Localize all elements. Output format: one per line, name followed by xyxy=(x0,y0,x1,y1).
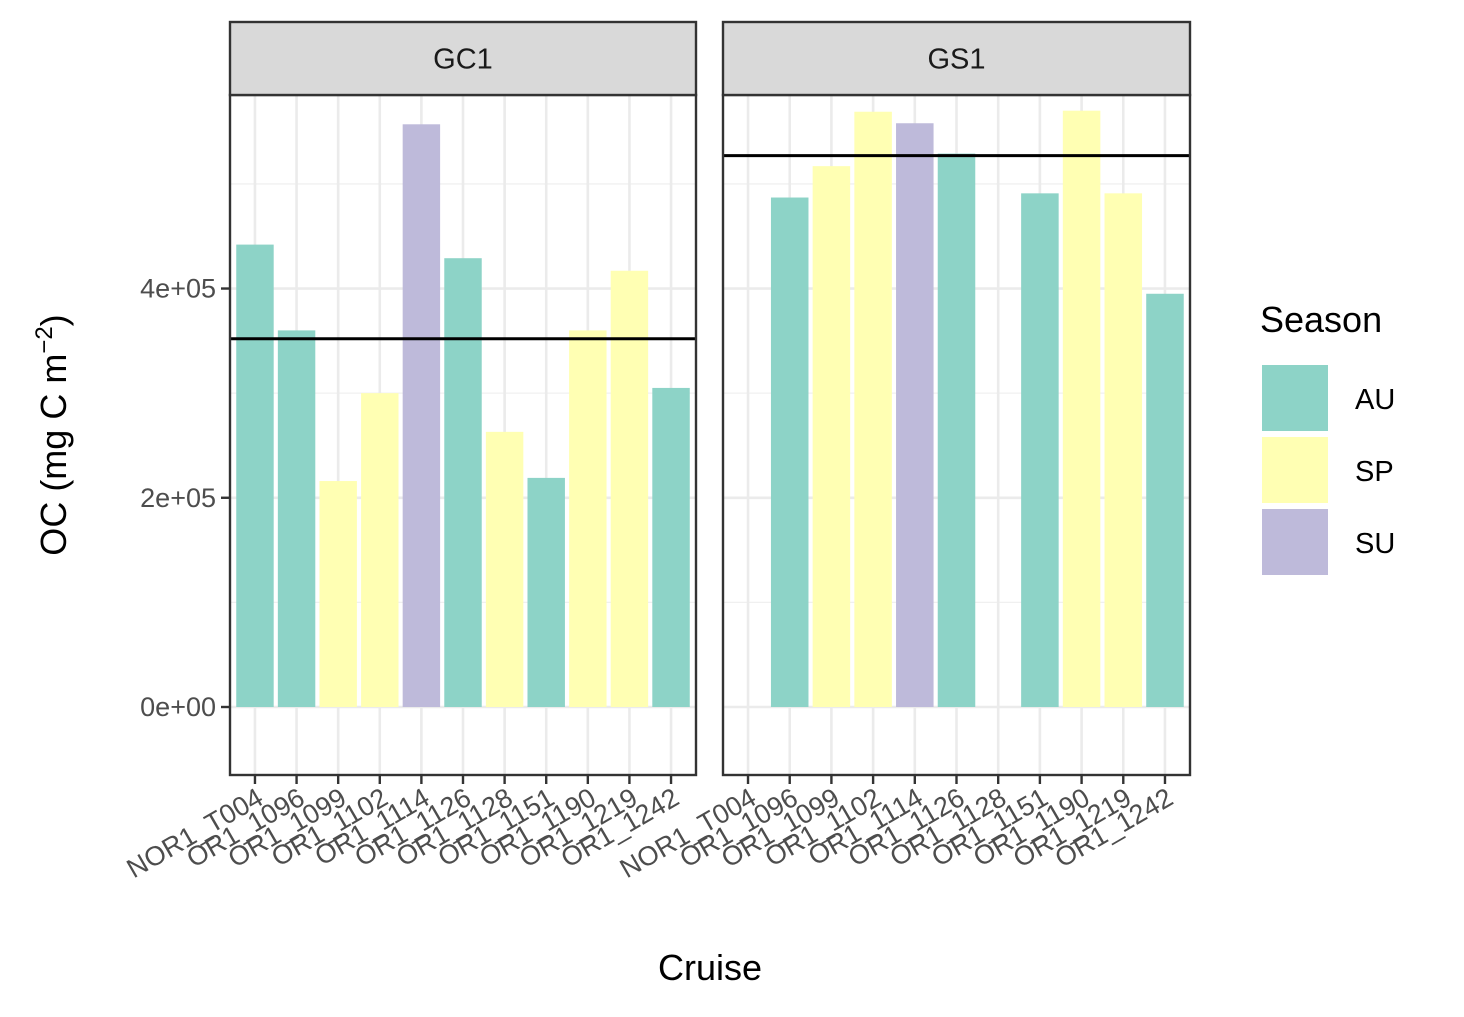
bar-gc1-or1_1190[interactable] xyxy=(569,330,607,707)
legend-label-au: AU xyxy=(1355,384,1395,416)
bar-gs1-or1_1151[interactable] xyxy=(1021,193,1059,708)
bar-gc1-or1_1096[interactable] xyxy=(277,330,316,707)
legend-label-su: SU xyxy=(1355,528,1395,560)
strip-label: GC1 xyxy=(433,44,493,76)
legend-key-au[interactable] xyxy=(1262,365,1328,431)
y-tick-label: 2e+05 xyxy=(140,483,216,513)
bar-gs1-or1_1242[interactable] xyxy=(1146,293,1184,707)
y-axis-title-close: ) xyxy=(33,314,74,326)
bar-gs1-or1_1114[interactable] xyxy=(896,123,934,707)
strip-background xyxy=(228,20,698,97)
bar-gc1-or1_1128[interactable] xyxy=(485,431,524,707)
legend-key-sp[interactable] xyxy=(1262,437,1328,503)
y-tick-label: 0e+00 xyxy=(140,692,216,722)
y-tick-label: 4e+05 xyxy=(140,274,216,304)
bar-gc1-or1_1219[interactable] xyxy=(610,270,649,707)
y-axis-title-main: OC (mg C m xyxy=(33,354,74,556)
legend-key-su[interactable] xyxy=(1262,509,1328,575)
bar-gc1-or1_1151[interactable] xyxy=(527,477,565,707)
bar-gc1-or1_1242[interactable] xyxy=(652,387,690,707)
y-axis-title: OC (mg C m−2) xyxy=(31,314,74,555)
strip-label: GS1 xyxy=(927,44,985,76)
bar-gs1-or1_1219[interactable] xyxy=(1104,193,1143,708)
bar-gc1-or1_1126[interactable] xyxy=(444,258,482,707)
bar-gc1-or1_1102[interactable] xyxy=(361,393,399,707)
bar-gs1-or1_1190[interactable] xyxy=(1062,110,1101,707)
bar-gs1-or1_1096[interactable] xyxy=(770,197,809,707)
legend: Season AU SP SU xyxy=(1260,299,1395,575)
bar-gs1-or1_1099[interactable] xyxy=(812,166,851,708)
strip-background xyxy=(721,20,1192,97)
legend-title: Season xyxy=(1260,299,1382,340)
panel-gs1: GS1NOR1_T004OR1_1096OR1_1099OR1_1102OR1_… xyxy=(615,20,1192,884)
legend-label-sp: SP xyxy=(1355,456,1394,488)
bar-gc1-nor1_t004[interactable] xyxy=(236,244,274,707)
x-axis-title: Cruise xyxy=(658,947,762,988)
y-axis-title-superscript: −2 xyxy=(31,326,58,353)
bar-gs1-or1_1102[interactable] xyxy=(854,111,892,707)
bar-gs1-or1_1126[interactable] xyxy=(937,153,976,708)
panel-gc1: GC1NOR1_T004OR1_1096OR1_1099OR1_1102OR1_… xyxy=(122,20,698,884)
bar-gc1-or1_1114[interactable] xyxy=(402,124,441,708)
bar-gc1-or1_1099[interactable] xyxy=(319,481,357,707)
